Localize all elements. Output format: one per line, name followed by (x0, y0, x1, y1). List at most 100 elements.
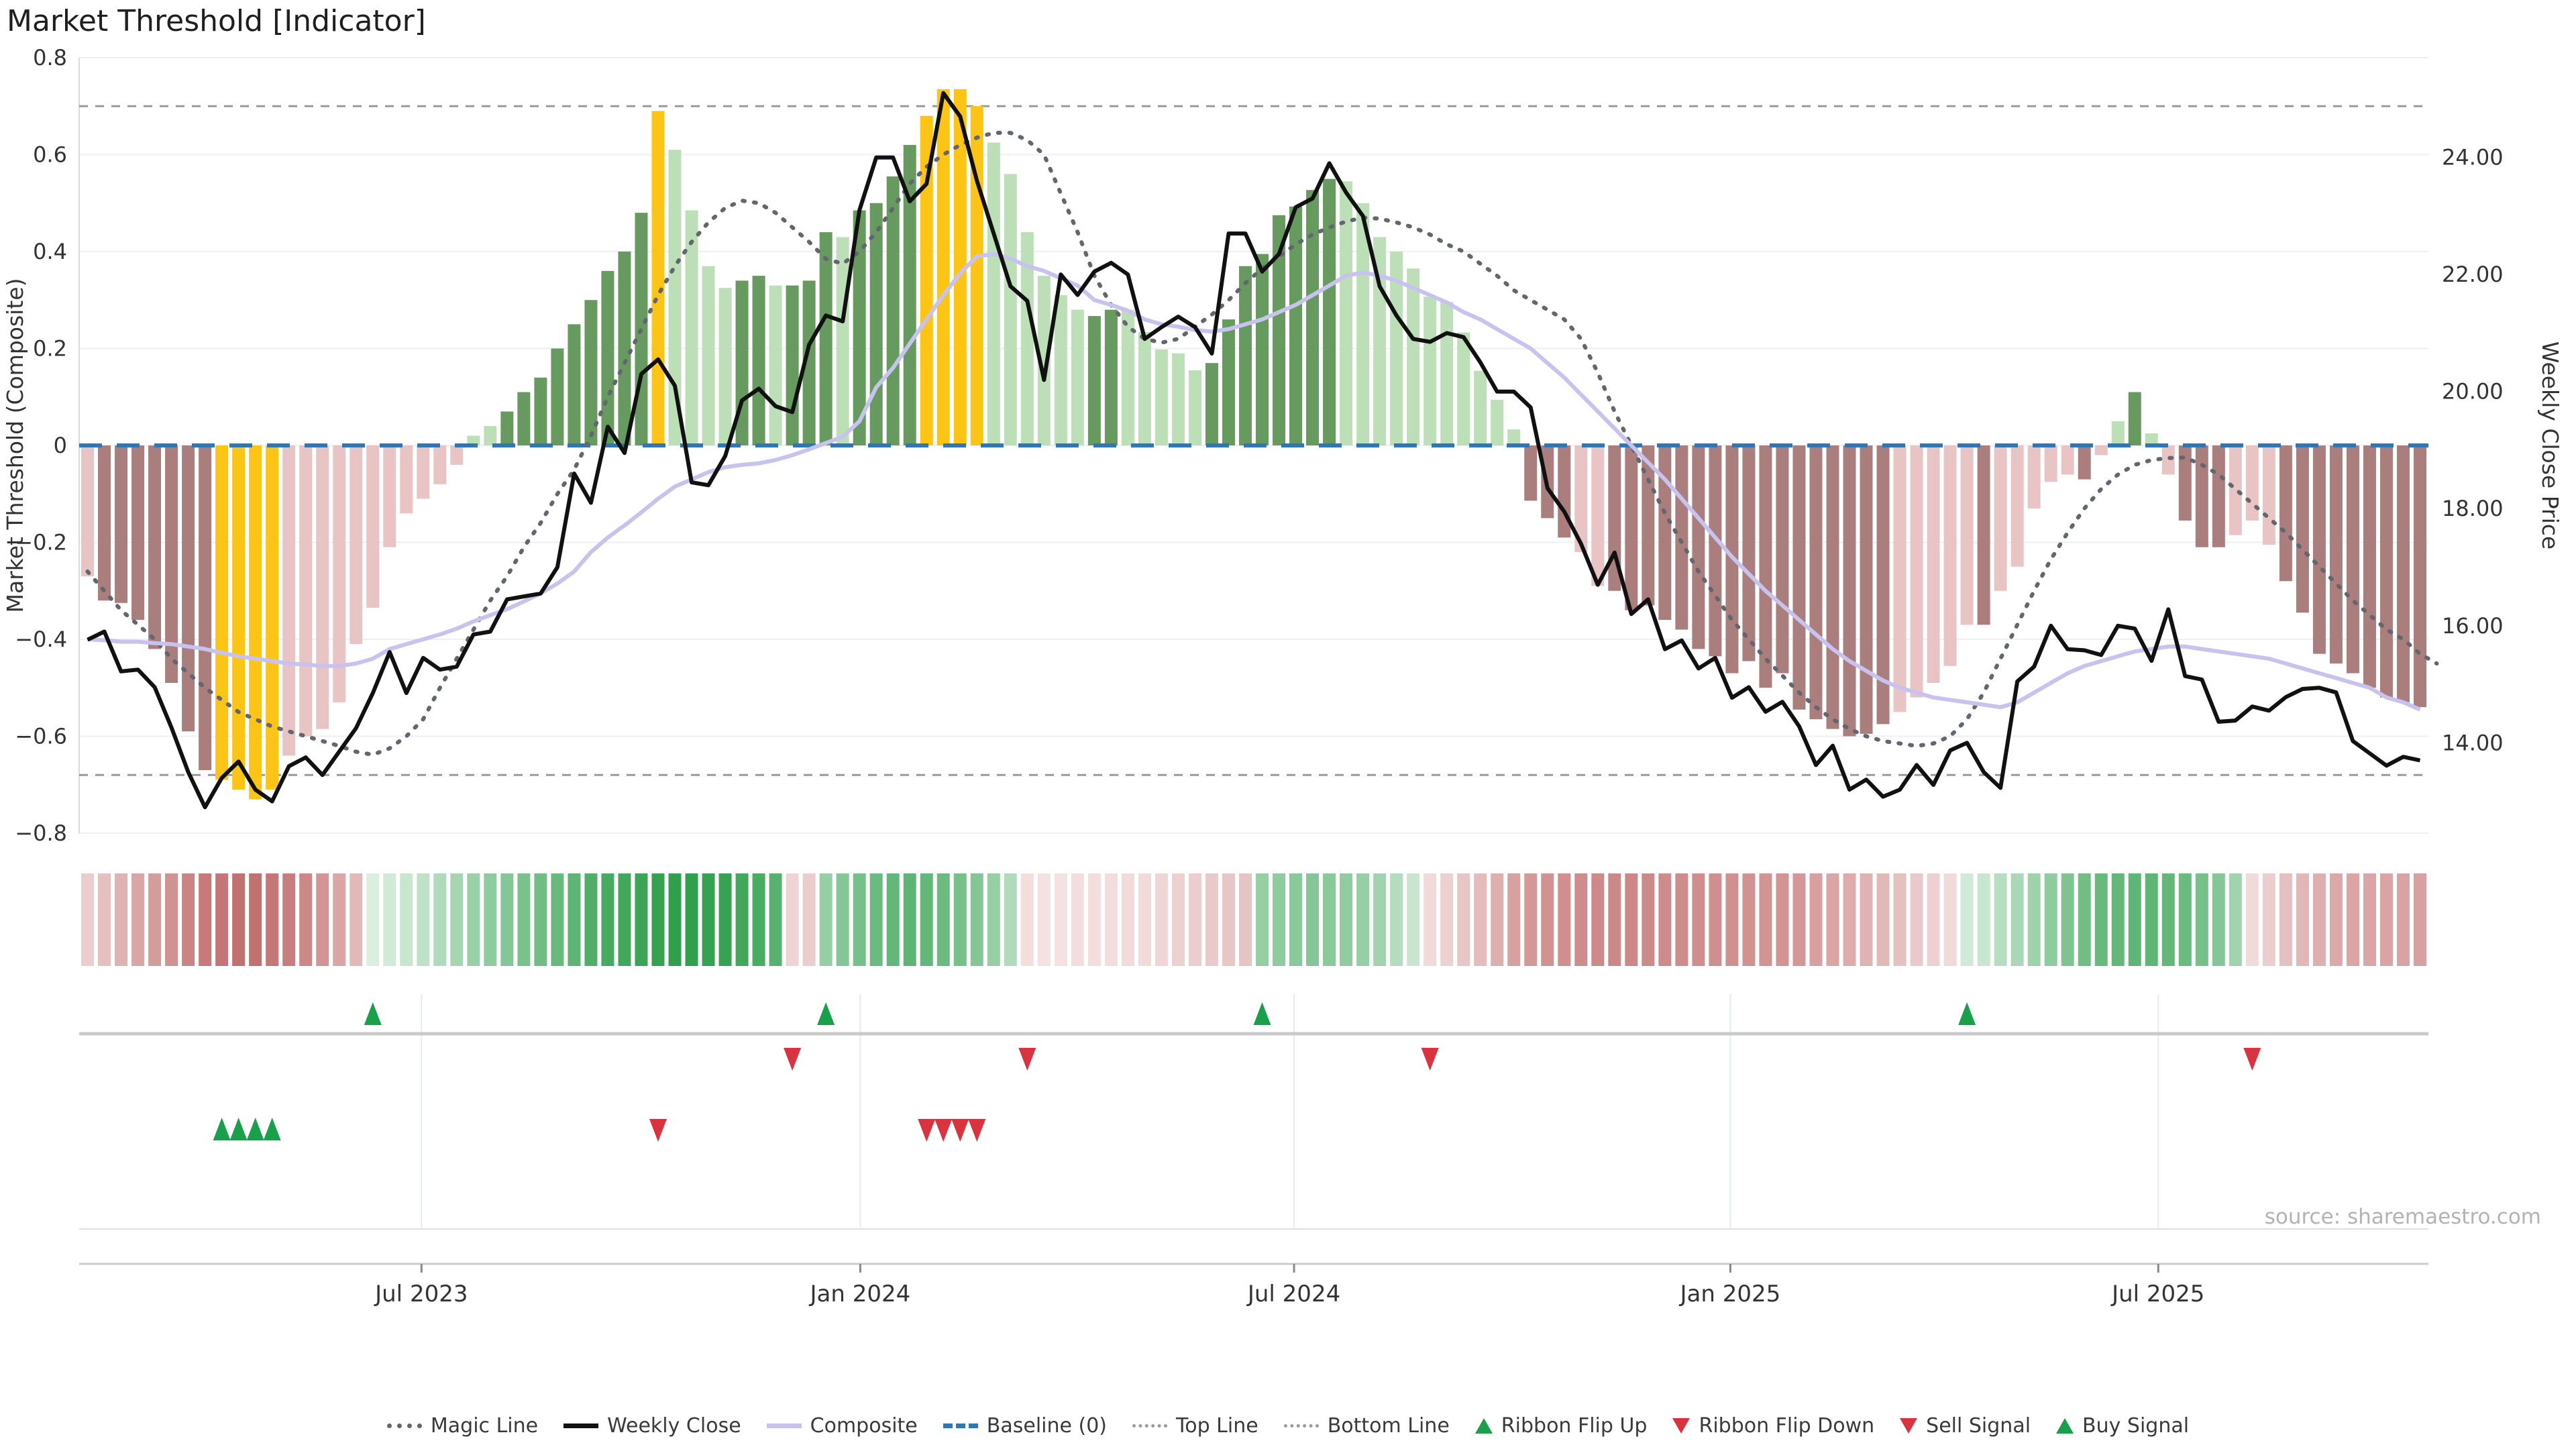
ribbon-flip-up-marker (817, 1002, 835, 1025)
threshold-bar (2128, 392, 2141, 445)
threshold-bar (1709, 445, 1722, 657)
threshold-bar (266, 445, 279, 790)
threshold-bar (1054, 295, 1067, 445)
threshold-bar (1826, 445, 1839, 729)
ribbon-cell (802, 873, 816, 966)
left-axis-tick-label: −0.4 (15, 627, 67, 652)
threshold-bar (2379, 445, 2393, 698)
line-swatch-icon (564, 1424, 599, 1428)
threshold-bar (1104, 309, 1118, 445)
threshold-bar (936, 89, 950, 445)
legend-item-ribbon-flip-up: Ribbon Flip Up (1474, 1414, 1647, 1438)
threshold-bar (1020, 232, 1034, 445)
threshold-bar (752, 276, 765, 445)
threshold-bar (769, 285, 782, 445)
ribbon-cell (685, 873, 698, 966)
ribbon-cell (2094, 873, 2108, 966)
threshold-bar (920, 115, 933, 445)
ribbon-cell (182, 873, 195, 966)
threshold-bar (1340, 181, 1353, 445)
threshold-bar (1994, 445, 2007, 591)
chart-title: Market Threshold [Indicator] (7, 4, 426, 38)
threshold-bar (1440, 302, 1454, 445)
ribbon-cell (2061, 873, 2074, 966)
threshold-bar (1658, 445, 1672, 621)
ribbon-cell (2262, 873, 2275, 966)
ribbon-cell (853, 873, 866, 966)
ribbon-cell (1692, 873, 1705, 966)
ribbon-cell (299, 873, 313, 966)
ribbon-cell (1860, 873, 1873, 966)
legend-label: Bottom Line (1327, 1414, 1450, 1438)
ribbon-cell (786, 873, 799, 966)
ribbon-cell (316, 873, 329, 966)
composite-line (87, 252, 2421, 712)
ribbon-cell (1776, 873, 1789, 966)
x-axis-tick-label: Jul 2024 (1246, 1281, 1340, 1307)
threshold-bar (1742, 445, 1756, 661)
buy-signal-marker (229, 1118, 248, 1140)
threshold-bar (1759, 445, 1772, 688)
right-axis-tick-label: 20.00 (2442, 379, 2504, 405)
threshold-bar (1457, 332, 1470, 445)
sell-signal-marker (934, 1119, 953, 1142)
ribbon-flip-down-marker (784, 1048, 802, 1071)
threshold-bar (2027, 445, 2041, 508)
threshold-bar (2044, 445, 2057, 482)
legend: Magic Line Weekly Close Composite Baseline … (0, 1414, 2576, 1438)
ribbon-cell (148, 873, 162, 966)
threshold-bar (2195, 445, 2208, 547)
threshold-bar (517, 392, 531, 445)
ribbon-flip-up-marker (1958, 1002, 1976, 1025)
right-axis-tick-label: 22.00 (2442, 262, 2504, 287)
x-axis-tick-label: Jan 2024 (809, 1281, 911, 1307)
threshold-bar (1591, 445, 1605, 586)
ribbon-cell (2111, 873, 2125, 966)
ribbon-cell (500, 873, 514, 966)
ribbon-cell (836, 873, 849, 966)
threshold-bar (601, 270, 614, 445)
left-axis-tick-label: 0.6 (33, 142, 67, 168)
left-axis-tick-label: −0.6 (15, 724, 67, 749)
left-axis-tick-label: −0.2 (15, 530, 67, 555)
threshold-bar (2329, 445, 2343, 664)
threshold-bar (450, 445, 464, 465)
threshold-bar (1256, 254, 1269, 445)
ribbon-cell (1507, 873, 1521, 966)
ribbon-cell (2229, 873, 2242, 966)
threshold-bar (1004, 174, 1017, 445)
ribbon-cell (417, 873, 430, 966)
ribbon-cell (2312, 873, 2326, 966)
ribbon-flip-down-marker (1421, 1048, 1439, 1071)
triangle-up-icon (2056, 1418, 2074, 1434)
line-swatch-icon (766, 1424, 802, 1428)
threshold-bar (2111, 421, 2125, 445)
sell-signal-marker (968, 1119, 986, 1142)
ribbon-cell (1407, 873, 1420, 966)
ribbon-cell (584, 873, 598, 966)
ribbon-cell (1323, 873, 1336, 966)
threshold-bar (1960, 445, 1974, 625)
left-axis-tick-label: 0.8 (33, 45, 67, 70)
threshold-bar (568, 324, 581, 445)
threshold-bar (1121, 309, 1134, 445)
right-axis-tick-label: 24.00 (2442, 145, 2504, 170)
ribbon-cell (735, 873, 749, 966)
threshold-bar (2229, 445, 2242, 535)
threshold-bar (182, 445, 195, 732)
ribbon-cell (1474, 873, 1487, 966)
ribbon-cell (1742, 873, 1756, 966)
ribbon-flip-down-marker (1018, 1048, 1036, 1071)
threshold-bar (2312, 445, 2326, 654)
ribbon-cell (2178, 873, 2192, 966)
ribbon-cell (2145, 873, 2158, 966)
right-axis-tick-label: 14.00 (2442, 730, 2504, 755)
ribbon-cell (2296, 873, 2309, 966)
threshold-bar (1574, 445, 1588, 552)
ribbon-cell (433, 873, 447, 966)
threshold-bar (333, 445, 346, 702)
ribbon-cell (1843, 873, 1856, 966)
right-axis-title: Weekly Close Price (2537, 341, 2563, 550)
legend-label: Magic Line (430, 1414, 539, 1438)
left-axis-tick-label: −0.8 (15, 820, 67, 846)
